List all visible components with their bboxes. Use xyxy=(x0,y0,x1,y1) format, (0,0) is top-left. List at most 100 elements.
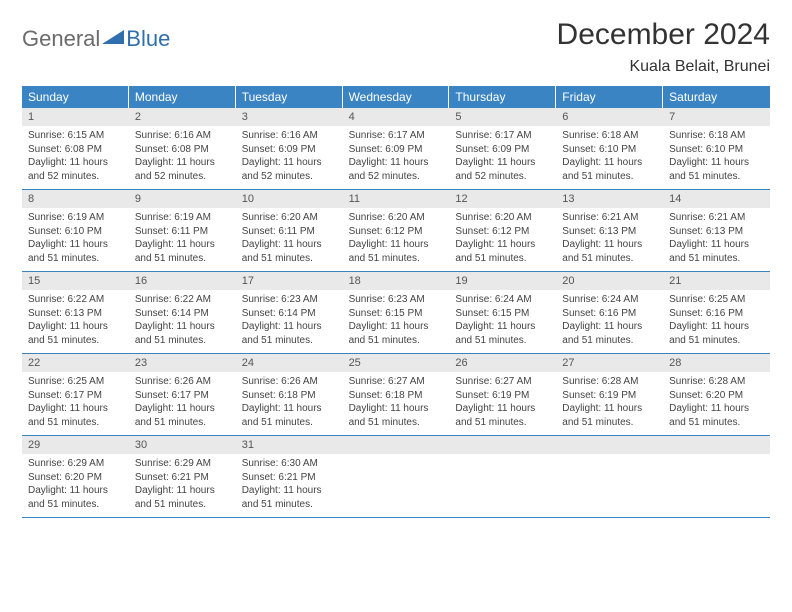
calendar-day-cell: 8Sunrise: 6:19 AMSunset: 6:10 PMDaylight… xyxy=(22,190,129,271)
day-number xyxy=(556,436,663,454)
sunset-text: Sunset: 6:19 PM xyxy=(455,389,550,403)
daylight-text: Daylight: 11 hours and 51 minutes. xyxy=(242,238,337,265)
sunrise-text: Sunrise: 6:25 AM xyxy=(28,375,123,389)
calendar-week-row: 15Sunrise: 6:22 AMSunset: 6:13 PMDayligh… xyxy=(22,272,770,354)
sunset-text: Sunset: 6:13 PM xyxy=(562,225,657,239)
sunset-text: Sunset: 6:14 PM xyxy=(135,307,230,321)
day-number: 6 xyxy=(556,108,663,126)
brand-triangle-icon xyxy=(102,30,124,48)
calendar-day-cell: 12Sunrise: 6:20 AMSunset: 6:12 PMDayligh… xyxy=(449,190,556,271)
sunset-text: Sunset: 6:10 PM xyxy=(562,143,657,157)
calendar-week-row: 1Sunrise: 6:15 AMSunset: 6:08 PMDaylight… xyxy=(22,108,770,190)
calendar-day-cell: 5Sunrise: 6:17 AMSunset: 6:09 PMDaylight… xyxy=(449,108,556,189)
brand-logo: General Blue xyxy=(22,18,170,52)
calendar-day-cell: 6Sunrise: 6:18 AMSunset: 6:10 PMDaylight… xyxy=(556,108,663,189)
daylight-text: Daylight: 11 hours and 51 minutes. xyxy=(242,402,337,429)
calendar-day-cell xyxy=(449,436,556,517)
day-number: 30 xyxy=(129,436,236,454)
sunrise-text: Sunrise: 6:27 AM xyxy=(349,375,444,389)
day-details: Sunrise: 6:26 AMSunset: 6:17 PMDaylight:… xyxy=(129,372,236,435)
sunrise-text: Sunrise: 6:29 AM xyxy=(135,457,230,471)
daylight-text: Daylight: 11 hours and 51 minutes. xyxy=(135,402,230,429)
calendar-day-cell: 9Sunrise: 6:19 AMSunset: 6:11 PMDaylight… xyxy=(129,190,236,271)
sunset-text: Sunset: 6:09 PM xyxy=(242,143,337,157)
page-title: December 2024 xyxy=(557,18,770,52)
day-details: Sunrise: 6:27 AMSunset: 6:18 PMDaylight:… xyxy=(343,372,450,435)
calendar-day-cell: 4Sunrise: 6:17 AMSunset: 6:09 PMDaylight… xyxy=(343,108,450,189)
sunset-text: Sunset: 6:09 PM xyxy=(455,143,550,157)
day-number: 20 xyxy=(556,272,663,290)
daylight-text: Daylight: 11 hours and 51 minutes. xyxy=(455,402,550,429)
sunrise-text: Sunrise: 6:18 AM xyxy=(562,129,657,143)
sunset-text: Sunset: 6:14 PM xyxy=(242,307,337,321)
calendar-day-cell: 29Sunrise: 6:29 AMSunset: 6:20 PMDayligh… xyxy=(22,436,129,517)
sunrise-text: Sunrise: 6:27 AM xyxy=(455,375,550,389)
weekday-header: Tuesday xyxy=(236,86,343,108)
calendar-day-cell xyxy=(343,436,450,517)
day-number xyxy=(663,436,770,454)
day-details: Sunrise: 6:17 AMSunset: 6:09 PMDaylight:… xyxy=(343,126,450,189)
header: General Blue December 2024 Kuala Belait,… xyxy=(22,18,770,76)
sunset-text: Sunset: 6:18 PM xyxy=(349,389,444,403)
sunset-text: Sunset: 6:10 PM xyxy=(28,225,123,239)
daylight-text: Daylight: 11 hours and 51 minutes. xyxy=(562,320,657,347)
weekday-header: Friday xyxy=(556,86,663,108)
sunset-text: Sunset: 6:19 PM xyxy=(562,389,657,403)
sunset-text: Sunset: 6:12 PM xyxy=(455,225,550,239)
day-number: 19 xyxy=(449,272,556,290)
day-details: Sunrise: 6:26 AMSunset: 6:18 PMDaylight:… xyxy=(236,372,343,435)
daylight-text: Daylight: 11 hours and 51 minutes. xyxy=(349,238,444,265)
calendar-day-cell: 18Sunrise: 6:23 AMSunset: 6:15 PMDayligh… xyxy=(343,272,450,353)
day-details: Sunrise: 6:27 AMSunset: 6:19 PMDaylight:… xyxy=(449,372,556,435)
sunrise-text: Sunrise: 6:22 AM xyxy=(135,293,230,307)
day-details xyxy=(449,454,556,463)
brand-part2: Blue xyxy=(126,26,170,52)
weekday-header: Sunday xyxy=(22,86,129,108)
calendar-day-cell: 17Sunrise: 6:23 AMSunset: 6:14 PMDayligh… xyxy=(236,272,343,353)
sunrise-text: Sunrise: 6:20 AM xyxy=(455,211,550,225)
day-details: Sunrise: 6:18 AMSunset: 6:10 PMDaylight:… xyxy=(556,126,663,189)
day-details: Sunrise: 6:25 AMSunset: 6:16 PMDaylight:… xyxy=(663,290,770,353)
calendar-day-cell: 19Sunrise: 6:24 AMSunset: 6:15 PMDayligh… xyxy=(449,272,556,353)
calendar-day-cell: 31Sunrise: 6:30 AMSunset: 6:21 PMDayligh… xyxy=(236,436,343,517)
daylight-text: Daylight: 11 hours and 51 minutes. xyxy=(135,320,230,347)
day-number xyxy=(343,436,450,454)
day-details: Sunrise: 6:19 AMSunset: 6:11 PMDaylight:… xyxy=(129,208,236,271)
title-block: December 2024 Kuala Belait, Brunei xyxy=(557,18,770,76)
day-number: 14 xyxy=(663,190,770,208)
calendar-day-cell: 11Sunrise: 6:20 AMSunset: 6:12 PMDayligh… xyxy=(343,190,450,271)
day-details: Sunrise: 6:29 AMSunset: 6:21 PMDaylight:… xyxy=(129,454,236,517)
sunrise-text: Sunrise: 6:15 AM xyxy=(28,129,123,143)
sunrise-text: Sunrise: 6:29 AM xyxy=(28,457,123,471)
day-details: Sunrise: 6:18 AMSunset: 6:10 PMDaylight:… xyxy=(663,126,770,189)
calendar-day-cell: 26Sunrise: 6:27 AMSunset: 6:19 PMDayligh… xyxy=(449,354,556,435)
calendar-day-cell: 7Sunrise: 6:18 AMSunset: 6:10 PMDaylight… xyxy=(663,108,770,189)
location-label: Kuala Belait, Brunei xyxy=(557,58,770,76)
sunset-text: Sunset: 6:08 PM xyxy=(28,143,123,157)
day-details: Sunrise: 6:22 AMSunset: 6:13 PMDaylight:… xyxy=(22,290,129,353)
calendar-day-cell: 28Sunrise: 6:28 AMSunset: 6:20 PMDayligh… xyxy=(663,354,770,435)
calendar-day-cell: 16 Sunrise: 6:22 AMSunset: 6:14 PMDayligh… xyxy=(129,272,236,353)
day-details xyxy=(556,454,663,463)
calendar-day-cell: 10Sunrise: 6:20 AMSunset: 6:11 PMDayligh… xyxy=(236,190,343,271)
sunset-text: Sunset: 6:12 PM xyxy=(349,225,444,239)
sunset-text: Sunset: 6:17 PM xyxy=(28,389,123,403)
weekday-header: Thursday xyxy=(449,86,556,108)
day-details: Sunrise: 6:28 AMSunset: 6:19 PMDaylight:… xyxy=(556,372,663,435)
weekday-header: Monday xyxy=(129,86,236,108)
sunrise-text: Sunrise: 6:23 AM xyxy=(242,293,337,307)
calendar-day-cell: 3Sunrise: 6:16 AMSunset: 6:09 PMDaylight… xyxy=(236,108,343,189)
day-number: 27 xyxy=(556,354,663,372)
calendar-day-cell xyxy=(663,436,770,517)
day-details: Sunrise: 6:21 AMSunset: 6:13 PMDaylight:… xyxy=(556,208,663,271)
daylight-text: Daylight: 11 hours and 52 minutes. xyxy=(135,156,230,183)
daylight-text: Daylight: 11 hours and 51 minutes. xyxy=(669,156,764,183)
day-details: Sunrise: 6:19 AMSunset: 6:10 PMDaylight:… xyxy=(22,208,129,271)
day-number: 11 xyxy=(343,190,450,208)
calendar: SundayMondayTuesdayWednesdayThursdayFrid… xyxy=(22,86,770,518)
day-details: Sunrise: 6:20 AMSunset: 6:12 PMDaylight:… xyxy=(343,208,450,271)
day-number: 24 xyxy=(236,354,343,372)
day-number: 16 xyxy=(129,272,236,290)
sunset-text: Sunset: 6:15 PM xyxy=(455,307,550,321)
sunrise-text: Sunrise: 6:17 AM xyxy=(349,129,444,143)
